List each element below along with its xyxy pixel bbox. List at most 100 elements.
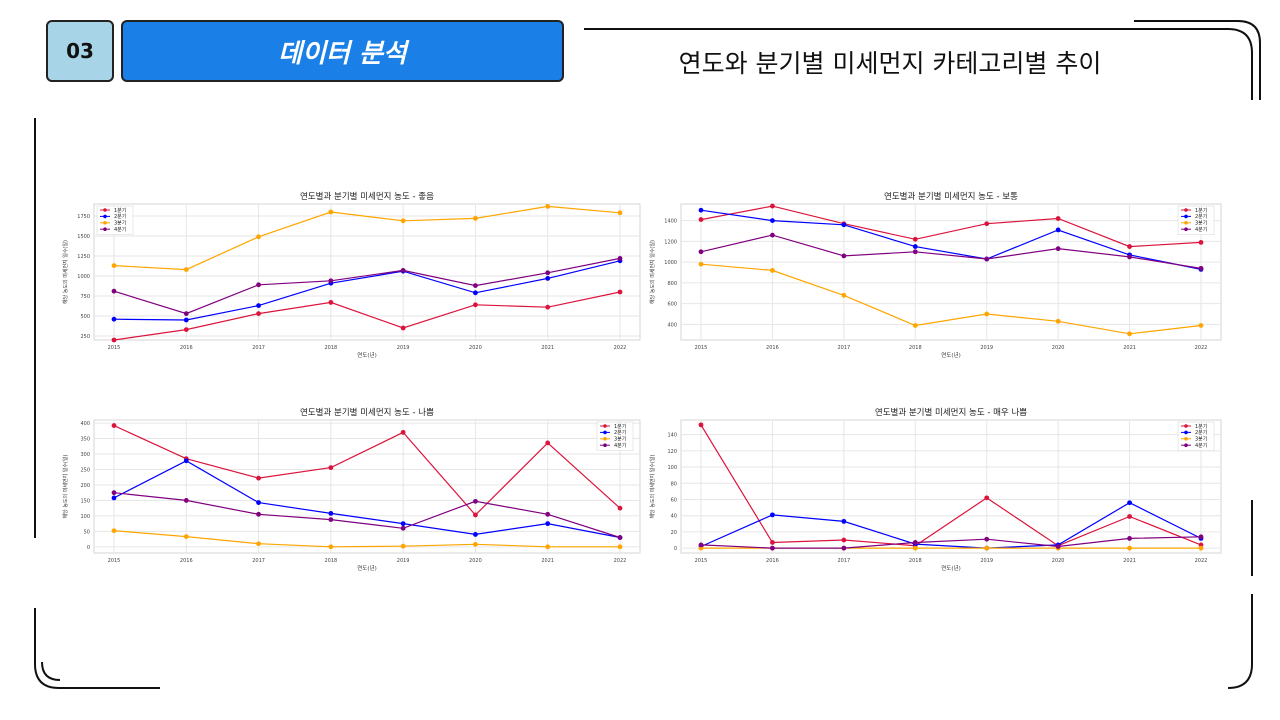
y-axis-label: 해당 농도의 미세먼지 일수(일) bbox=[649, 455, 656, 519]
legend-label: 1분기 bbox=[614, 423, 626, 430]
series-line-2 bbox=[700, 209, 1202, 270]
legend-swatch-marker bbox=[1184, 208, 1188, 212]
data-point bbox=[770, 268, 775, 273]
data-point bbox=[1198, 240, 1204, 245]
series-line-1 bbox=[700, 205, 1202, 248]
data-point bbox=[1127, 254, 1132, 260]
data-point bbox=[617, 535, 623, 540]
y-tick-label: 800 bbox=[667, 281, 677, 287]
legend-label: 3분기 bbox=[614, 436, 626, 443]
series-line-2 bbox=[113, 260, 621, 321]
data-point bbox=[400, 268, 406, 273]
y-tick-label: 20 bbox=[671, 530, 677, 536]
legend-swatch-marker bbox=[1184, 430, 1188, 435]
data-point bbox=[984, 545, 990, 551]
data-point bbox=[984, 495, 990, 501]
data-point bbox=[984, 311, 990, 317]
data-point bbox=[698, 422, 704, 428]
frame-bottom-left-accent bbox=[41, 661, 61, 681]
y-tick-label: 600 bbox=[667, 302, 677, 308]
legend-label: 4분기 bbox=[614, 442, 626, 449]
data-point bbox=[183, 458, 189, 464]
x-tick-label: 2017 bbox=[252, 558, 265, 564]
y-tick-label: 80 bbox=[671, 481, 677, 487]
data-point bbox=[256, 282, 261, 288]
data-point bbox=[770, 540, 775, 545]
data-point bbox=[698, 249, 704, 255]
y-tick-label: 1200 bbox=[664, 239, 677, 245]
x-tick-label: 2022 bbox=[1195, 558, 1208, 564]
legend-swatch-marker bbox=[603, 424, 607, 428]
y-tick-label: 250 bbox=[80, 334, 90, 340]
legend-label: 3분기 bbox=[1195, 436, 1207, 443]
series-line-1 bbox=[113, 425, 621, 516]
chart-good: 250 500 750 1000 1250 1500 1750 2015 2016 2017 201… bbox=[62, 191, 641, 359]
chart-title: 연도별과 분기별 미세먼지 농도 - 보통 bbox=[884, 191, 1018, 202]
y-tick-label: 40 bbox=[671, 514, 677, 520]
data-point bbox=[183, 534, 189, 540]
data-point bbox=[183, 311, 189, 316]
data-point bbox=[328, 465, 334, 471]
x-tick-label: 2017 bbox=[837, 345, 850, 351]
series-line-4 bbox=[700, 234, 1202, 269]
data-point bbox=[473, 283, 478, 288]
data-point bbox=[256, 311, 261, 316]
y-tick-label: 60 bbox=[671, 497, 677, 503]
legend-label: 3분기 bbox=[114, 220, 126, 227]
x-tick-label: 2015 bbox=[108, 345, 121, 351]
series-line-1 bbox=[700, 424, 1202, 547]
data-point bbox=[1055, 544, 1061, 549]
x-tick-label: 2019 bbox=[397, 345, 410, 351]
data-point bbox=[841, 537, 847, 543]
data-point bbox=[912, 545, 918, 551]
data-point bbox=[328, 278, 334, 284]
y-tick-label: 140 bbox=[667, 433, 677, 439]
data-point bbox=[328, 209, 334, 215]
data-point bbox=[111, 288, 117, 294]
data-point bbox=[770, 545, 775, 551]
x-axis-label: 연도(년) bbox=[941, 564, 960, 572]
y-tick-label: 0 bbox=[674, 546, 677, 552]
x-tick-label: 2022 bbox=[614, 558, 627, 564]
data-point bbox=[841, 222, 847, 228]
x-tick-label: 2016 bbox=[180, 345, 193, 351]
data-point bbox=[912, 249, 918, 255]
data-point bbox=[545, 204, 551, 209]
x-tick-label: 2020 bbox=[1052, 345, 1065, 351]
y-tick-label: 350 bbox=[80, 437, 90, 443]
x-tick-label: 2016 bbox=[180, 558, 193, 564]
x-tick-label: 2018 bbox=[324, 345, 337, 351]
chart-title: 연도별과 분기별 미세먼지 농도 - 나쁨 bbox=[300, 407, 434, 418]
chart-title: 연도별과 분기별 미세먼지 농도 - 좋음 bbox=[300, 191, 434, 202]
x-tick-label: 2016 bbox=[766, 558, 779, 564]
y-tick-label: 400 bbox=[667, 322, 677, 328]
y-axis-label: 해당 농도의 미세먼지 일수(일) bbox=[62, 455, 69, 519]
data-point bbox=[545, 440, 551, 446]
data-point bbox=[1198, 545, 1204, 551]
legend-label: 3분기 bbox=[1195, 220, 1207, 227]
x-tick-label: 2022 bbox=[614, 345, 627, 351]
series-line-4 bbox=[113, 492, 621, 539]
y-tick-label: 300 bbox=[80, 452, 90, 458]
legend-swatch-marker bbox=[1184, 443, 1188, 447]
data-point bbox=[912, 236, 918, 242]
y-tick-label: 200 bbox=[80, 483, 90, 489]
data-point bbox=[473, 290, 478, 296]
data-point bbox=[256, 303, 261, 308]
data-point bbox=[111, 337, 117, 343]
legend-box bbox=[1177, 205, 1215, 235]
data-point bbox=[912, 244, 918, 249]
legend-swatch-marker bbox=[103, 208, 107, 212]
frame-top-right-line bbox=[584, 28, 1253, 100]
data-point bbox=[545, 276, 551, 281]
legend-swatch-marker bbox=[1184, 221, 1188, 225]
y-tick-label: 50 bbox=[84, 529, 90, 535]
data-point bbox=[617, 544, 623, 550]
y-tick-label: 1250 bbox=[77, 254, 90, 260]
x-tick-label: 2021 bbox=[541, 558, 554, 564]
x-tick-label: 2022 bbox=[1195, 345, 1208, 351]
legend-box bbox=[596, 421, 634, 451]
y-tick-label: 250 bbox=[80, 467, 90, 473]
x-tick-label: 2018 bbox=[909, 345, 922, 351]
